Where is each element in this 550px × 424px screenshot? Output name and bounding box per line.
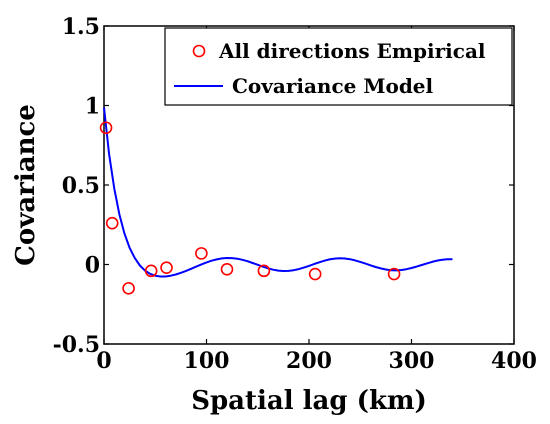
x-tick-label: 300	[389, 348, 435, 374]
legend-label-model: Covariance Model	[232, 74, 434, 98]
x-tick-label: 400	[491, 348, 537, 374]
x-tick-label: 0	[96, 348, 111, 374]
y-tick-label: 1.5	[62, 14, 100, 40]
ticks-layer: 0 100 200 300 400-0.500.511.5	[53, 14, 537, 374]
y-axis-title: Covariance	[11, 104, 41, 266]
x-tick-label: 100	[184, 348, 230, 374]
model-curve-layer	[103, 107, 453, 278]
legend: All directions Empirical Covariance Mode…	[164, 27, 513, 106]
empirical-markers-layer	[99, 121, 401, 295]
x-tick-label: 200	[286, 348, 332, 374]
y-tick-label: 0	[85, 253, 100, 279]
legend-marker-empirical	[192, 44, 206, 58]
empirical-point	[105, 216, 119, 230]
covariance-model-line	[103, 107, 453, 278]
x-axis-title: Spatial lag (km)	[191, 386, 427, 416]
empirical-point	[220, 262, 234, 276]
y-tick-label: 0.5	[62, 173, 100, 199]
legend-box	[164, 27, 513, 106]
empirical-point	[195, 247, 208, 260]
y-tick-label: 1	[85, 94, 100, 120]
empirical-point	[257, 264, 271, 278]
empirical-point	[308, 267, 322, 281]
empirical-point	[122, 282, 135, 295]
y-tick-label: -0.5	[53, 332, 100, 358]
empirical-point	[160, 261, 173, 274]
empirical-point	[144, 264, 158, 278]
empirical-point	[387, 267, 401, 281]
empirical-point	[99, 121, 113, 135]
legend-label-empirical: All directions Empirical	[218, 39, 486, 63]
